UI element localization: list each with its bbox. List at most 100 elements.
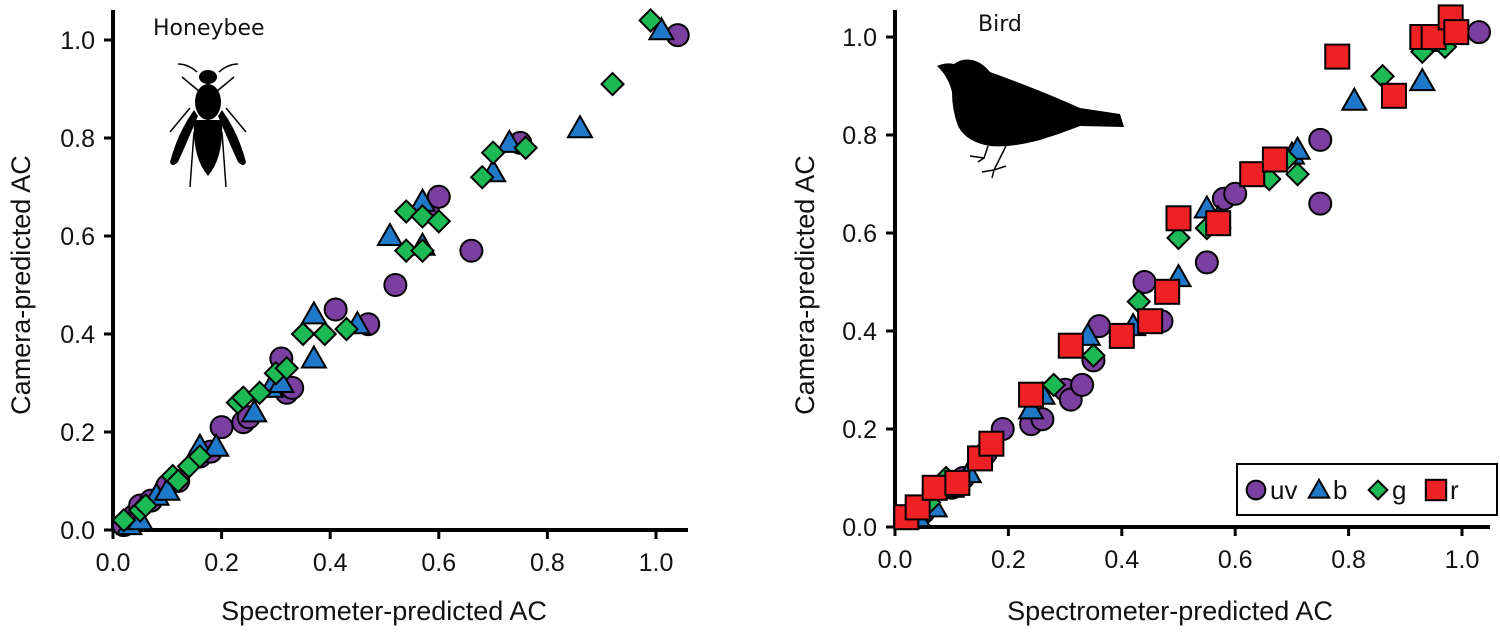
- data-point-r: [1108, 322, 1135, 349]
- data-point-r: [944, 469, 971, 496]
- data-point-b: [202, 432, 230, 457]
- legend-marker-r: [1424, 478, 1448, 502]
- data-point-g: [513, 135, 539, 161]
- x-tick-label: 0.6: [421, 549, 456, 577]
- y-tick-label: 0.6: [60, 223, 95, 251]
- data-point-uv: [209, 415, 234, 440]
- data-point-b: [647, 16, 676, 41]
- series-r: [893, 4, 1470, 531]
- chart-legend: uv b g r: [1236, 463, 1498, 516]
- y-tick-label: 0.0: [60, 517, 95, 545]
- legend-label-g: g: [1392, 475, 1406, 505]
- x-tick-label: 0.2: [204, 549, 239, 577]
- data-point-b: [1408, 67, 1437, 92]
- honeybee-panel: 0.0 0.2 0.4 0.6 0.8 1.0 0.0 0.2 0.4 0.6 0.8 1.0 Hon…: [6, 7, 690, 626]
- data-point-uv: [323, 297, 348, 322]
- legend-item-uv: uv: [1245, 475, 1297, 505]
- data-point-g: [290, 321, 316, 347]
- data-point-b: [1340, 86, 1368, 111]
- data-point-r: [1057, 332, 1084, 359]
- data-point-r: [1324, 43, 1351, 70]
- data-point-g: [600, 71, 625, 97]
- bird-x-axis-title: Spectrometer-predicted AC: [1007, 596, 1333, 626]
- x-tick-label: 0.4: [313, 549, 348, 577]
- x-tick-label: 0.2: [991, 546, 1026, 574]
- legend-item-g: g: [1367, 475, 1406, 505]
- data-point-g: [312, 321, 338, 347]
- data-point-g: [165, 468, 191, 494]
- data-point-g: [469, 164, 495, 190]
- y-tick-label: 0.6: [842, 220, 877, 248]
- data-point-uv: [1223, 181, 1248, 206]
- data-point-g: [187, 444, 213, 469]
- data-point-g: [1166, 225, 1191, 251]
- data-point-uv: [1132, 270, 1157, 294]
- y-tick-label: 0.8: [60, 125, 95, 153]
- legend-box: [1236, 463, 1498, 516]
- x-tick-label: 0.4: [1104, 546, 1139, 574]
- data-point-g: [274, 355, 300, 381]
- data-point-g: [133, 493, 158, 518]
- data-point-uv: [426, 184, 451, 209]
- data-point-g: [426, 208, 452, 234]
- y-tick-label: 1.0: [60, 27, 95, 55]
- honeybee-axes: 0.0 0.2 0.4 0.6 0.8 1.0 0.0 0.2 0.4 0.6 0.8 1.0: [60, 10, 688, 577]
- honeybee-panel-title: Honeybee: [153, 16, 265, 41]
- honeybee-x-axis-title: Spectrometer-predicted AC: [221, 596, 547, 626]
- bird-silhouette-icon: [937, 59, 1124, 179]
- y-tick-label: 0.8: [842, 122, 877, 150]
- data-point-uv: [383, 273, 408, 297]
- bird-axes: 0.0 0.2 0.4 0.6 0.8 1.0 0.0 0.2 0.4 0.6 0.8 1.0: [842, 10, 1490, 574]
- data-point-r: [1205, 210, 1232, 237]
- data-point-g: [410, 238, 435, 264]
- legend-item-b: b: [1307, 475, 1347, 505]
- x-tick-label: 0.6: [1218, 546, 1253, 574]
- data-point-b: [1017, 395, 1045, 420]
- bird-panel-title: Bird: [978, 12, 1022, 37]
- data-point-r: [1154, 278, 1181, 305]
- data-point-g: [393, 238, 419, 264]
- data-point-b: [300, 300, 328, 325]
- y-tick-label: 0.2: [60, 419, 95, 447]
- bird-y-axis-title: Camera-predicted AC: [790, 155, 820, 415]
- series-g: [111, 7, 663, 533]
- x-tick-label: 0.8: [530, 549, 565, 577]
- honeybee-silhouette-icon: [169, 63, 247, 188]
- data-point-r: [1018, 381, 1045, 408]
- legend-label-b: b: [1333, 475, 1347, 505]
- data-point-uv: [1467, 20, 1492, 45]
- data-point-b: [300, 344, 328, 369]
- data-point-b: [240, 398, 268, 423]
- data-point-uv: [1308, 127, 1333, 152]
- legend-marker-b: [1307, 477, 1331, 499]
- x-tick-label: 1.0: [639, 549, 674, 577]
- data-point-r: [1261, 146, 1288, 173]
- data-point-r: [921, 474, 948, 501]
- data-point-r: [1137, 308, 1164, 335]
- legend-item-r: r: [1424, 475, 1459, 505]
- honeybee-y-axis-title: Camera-predicted AC: [6, 155, 36, 415]
- y-tick-label: 0.4: [60, 321, 95, 349]
- data-point-b: [376, 221, 404, 246]
- data-point-b: [566, 114, 594, 139]
- legend-label-uv: uv: [1270, 475, 1297, 505]
- data-point-r: [1380, 82, 1407, 109]
- data-point-r: [1443, 19, 1470, 46]
- y-tick-label: 0.4: [842, 318, 877, 346]
- x-tick-label: 0.0: [96, 549, 131, 577]
- bird-panel: 0.0 0.2 0.4 0.6 0.8 1.0 0.0 0.2 0.4 0.6 0.8 1.0 Bir…: [790, 4, 1498, 626]
- legend-label-r: r: [1450, 475, 1459, 505]
- data-point-r: [1165, 205, 1192, 232]
- data-point-g: [1081, 343, 1106, 368]
- x-tick-label: 0.8: [1331, 546, 1366, 574]
- data-point-g: [247, 380, 273, 406]
- data-point-g: [1041, 372, 1067, 398]
- legend-marker-g: [1367, 479, 1389, 501]
- data-point-uv: [1194, 250, 1219, 275]
- data-point-g: [1285, 161, 1310, 187]
- x-tick-label: 1.0: [1445, 546, 1480, 574]
- data-point-r: [978, 430, 1005, 457]
- bird-data-marks: [893, 4, 1492, 531]
- honeybee-data-marks: [111, 7, 690, 538]
